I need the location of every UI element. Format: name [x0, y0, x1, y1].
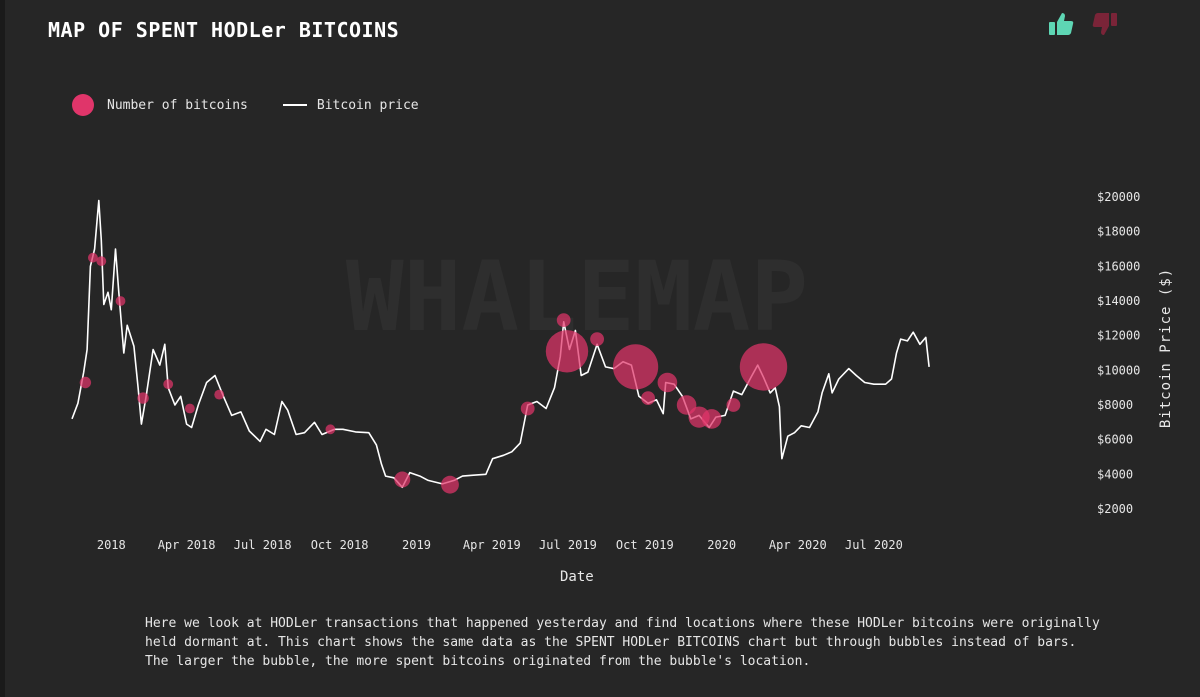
y-tick-label: $2000 — [1097, 502, 1133, 516]
bubble-point — [590, 332, 604, 346]
x-tick-label: Jul 2020 — [845, 538, 903, 552]
bubble-point — [88, 252, 98, 263]
chart-legend: Number of bitcoins Bitcoin price — [72, 92, 419, 118]
bubble-point — [394, 471, 411, 488]
legend-line-marker — [282, 104, 307, 106]
price-series — [71, 199, 930, 489]
bubble-point — [325, 424, 336, 435]
bubble-series — [79, 252, 788, 494]
thumbs-down-icon — [1092, 13, 1117, 35]
legend-bubble-marker — [72, 94, 94, 116]
window-edge — [0, 0, 5, 697]
bubble-point — [163, 379, 174, 390]
bubble-point — [641, 391, 655, 405]
bubble-point — [520, 401, 535, 416]
y-axis-ticks: $2000 $4000 $6000 $8000 $10000 $12000 $14000 $1… — [1097, 190, 1140, 516]
x-tick-label: 2020 — [707, 538, 736, 552]
x-tick-label: Apr 2020 — [769, 538, 827, 552]
x-axis-ticks: 2018 Apr 2018 Jul 2018 Oct 2018 2019 Apr 2019… — [97, 538, 903, 552]
thumbs-up-button[interactable] — [1047, 10, 1075, 38]
x-tick-label: Jul 2018 — [234, 538, 292, 552]
bubble-point — [115, 296, 126, 306]
bubble-point — [701, 409, 722, 429]
bubble-point — [96, 256, 107, 266]
y-tick-label: $4000 — [1097, 467, 1133, 481]
y-tick-label: $10000 — [1097, 363, 1140, 377]
y-tick-label: $6000 — [1097, 433, 1133, 447]
bubble-point — [214, 389, 225, 400]
x-axis-label: Date — [560, 569, 594, 585]
legend-bubble-label: Number of bitcoins — [107, 97, 248, 113]
bubble-point — [657, 372, 678, 393]
y-tick-label: $20000 — [1097, 190, 1140, 204]
y-tick-label: $16000 — [1097, 259, 1140, 273]
bubble-point — [441, 475, 459, 494]
bubble-point — [185, 403, 195, 414]
y-tick-label: $14000 — [1097, 294, 1140, 308]
y-tick-label: $8000 — [1097, 398, 1133, 412]
bubble-point — [613, 344, 659, 390]
thumbs-down-button[interactable] — [1091, 10, 1119, 38]
y-axis-label: Bitcoin Price ($) — [1158, 267, 1174, 429]
bubble-point — [79, 376, 92, 389]
x-tick-label: Oct 2019 — [616, 538, 674, 552]
price-line — [71, 199, 930, 489]
x-tick-label: 2019 — [402, 538, 431, 552]
x-tick-label: 2018 — [97, 538, 126, 552]
y-tick-label: $12000 — [1097, 329, 1140, 343]
bubble-point — [556, 313, 571, 327]
bubble-point — [137, 392, 149, 404]
thumbs-up-icon — [1049, 13, 1074, 35]
bubble-point — [726, 398, 741, 412]
legend-line-label: Bitcoin price — [316, 97, 419, 113]
x-tick-label: Jul 2019 — [539, 538, 597, 552]
x-tick-label: Apr 2019 — [463, 538, 521, 552]
y-tick-label: $18000 — [1097, 225, 1140, 239]
x-tick-label: Oct 2018 — [311, 538, 369, 552]
bubble-point — [545, 330, 589, 373]
page-title: MAP OF SPENT HODLer BITCOINS — [48, 18, 400, 42]
x-tick-label: Apr 2018 — [158, 538, 216, 552]
chart-description: Here we look at HODLer transactions that… — [145, 616, 1100, 669]
bubble-point — [739, 343, 788, 391]
